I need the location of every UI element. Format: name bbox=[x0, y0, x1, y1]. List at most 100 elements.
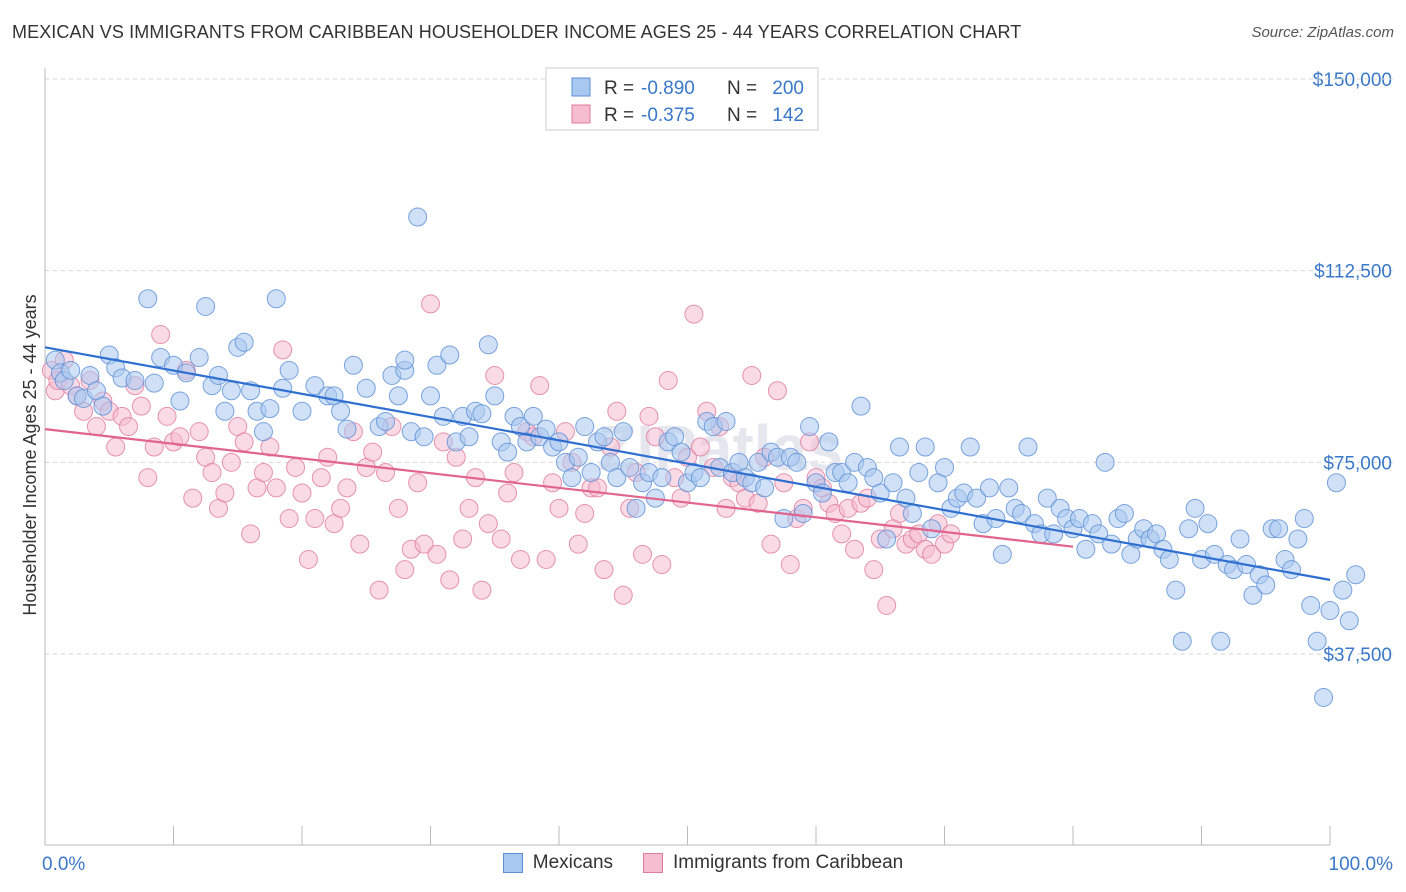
mexicans-point bbox=[433, 406, 453, 426]
mexicans-point bbox=[331, 401, 351, 421]
mexicans-point bbox=[1185, 498, 1205, 518]
caribbean-point bbox=[369, 580, 389, 600]
caribbean-point bbox=[504, 463, 524, 483]
caribbean-point bbox=[767, 381, 787, 401]
caribbean-point bbox=[845, 539, 865, 559]
legend-label-caribbean: Immigrants from Caribbean bbox=[673, 852, 904, 873]
caribbean-point bbox=[780, 555, 800, 575]
mexicans-point bbox=[979, 478, 999, 498]
mexicans-point bbox=[1095, 452, 1115, 472]
caribbean-point bbox=[414, 534, 434, 554]
mexicans-point bbox=[440, 345, 460, 365]
mexicans-point bbox=[388, 386, 408, 406]
caribbean-point bbox=[138, 468, 158, 488]
legend-label-mexicans: Mexicans bbox=[532, 852, 614, 873]
mexicans-point bbox=[427, 355, 447, 375]
caribbean-point bbox=[253, 463, 273, 483]
stats-r-value: -0.890 bbox=[641, 78, 695, 99]
mexicans-point bbox=[1102, 534, 1122, 554]
mexicans-point bbox=[568, 447, 588, 467]
caribbean-point bbox=[864, 560, 884, 580]
mexicans-point bbox=[909, 463, 929, 483]
mexicans-point bbox=[613, 422, 633, 442]
caribbean-point bbox=[221, 452, 241, 472]
caribbean-point bbox=[658, 371, 678, 391]
mexicans-point bbox=[1243, 585, 1263, 605]
mexicans-point bbox=[1198, 514, 1218, 534]
mexicans-point bbox=[215, 401, 235, 421]
mexicans-point bbox=[266, 289, 286, 309]
caribbean-point bbox=[170, 427, 190, 447]
caribbean-point bbox=[427, 544, 447, 564]
mexicans-point bbox=[292, 401, 312, 421]
caribbean-point bbox=[298, 549, 318, 569]
mexicans-point bbox=[671, 442, 691, 462]
caribbean-point bbox=[536, 549, 556, 569]
caribbean-point bbox=[568, 534, 588, 554]
mexicans-point bbox=[960, 437, 980, 457]
mexicans-point bbox=[652, 468, 672, 488]
mexicans-point bbox=[1314, 687, 1334, 707]
mexicans-point bbox=[138, 289, 158, 309]
mexicans-point bbox=[1326, 473, 1346, 493]
mexicans-point bbox=[716, 411, 736, 431]
mexicans-point bbox=[575, 417, 595, 437]
caribbean-point bbox=[119, 417, 139, 437]
mexicans-point bbox=[125, 371, 145, 391]
mexicans-point bbox=[459, 427, 479, 447]
caribbean-point bbox=[131, 396, 151, 416]
mexicans-point bbox=[1346, 565, 1366, 585]
mexicans-point bbox=[1166, 580, 1186, 600]
stats-n-label: N = bbox=[727, 78, 757, 99]
mexicans-point bbox=[356, 378, 376, 398]
y-tick-label: $112,500 bbox=[1314, 262, 1392, 283]
mexicans-point bbox=[793, 503, 813, 523]
mexicans-point bbox=[189, 348, 209, 368]
mexicans-point bbox=[992, 544, 1012, 564]
stats-n-value: 142 bbox=[772, 105, 804, 126]
mexicans-point bbox=[305, 376, 325, 396]
caribbean-point bbox=[498, 483, 518, 503]
caribbean-point bbox=[459, 498, 479, 518]
mexicans-point bbox=[208, 365, 228, 385]
caribbean-point bbox=[530, 376, 550, 396]
caribbean-point bbox=[241, 524, 261, 544]
caribbean-point bbox=[742, 365, 762, 385]
mexicans-point bbox=[620, 457, 640, 477]
mexicans-point bbox=[838, 473, 858, 493]
mexicans-point bbox=[376, 411, 396, 431]
y-tick-label: $150,000 bbox=[1313, 70, 1392, 91]
legend-item-mexicans: Mexicans bbox=[502, 852, 614, 874]
caribbean-point bbox=[395, 560, 415, 580]
mexicans-point bbox=[1307, 631, 1327, 651]
y-tick-label: $37,500 bbox=[1323, 645, 1392, 666]
caribbean-point bbox=[594, 560, 614, 580]
caribbean-point bbox=[877, 595, 897, 615]
mexicans-point bbox=[1179, 519, 1199, 539]
mexicans-point bbox=[877, 529, 897, 549]
caribbean-point bbox=[633, 544, 653, 564]
stats-n-value: 200 bbox=[772, 78, 804, 99]
mexicans-point bbox=[343, 355, 363, 375]
stats-swatch-mexicans bbox=[571, 77, 591, 97]
caribbean-point bbox=[607, 401, 627, 421]
caribbean-point bbox=[350, 534, 370, 554]
caribbean-point bbox=[575, 503, 595, 523]
caribbean-point bbox=[266, 478, 286, 498]
mexicans-point bbox=[562, 468, 582, 488]
mexicans-point bbox=[170, 391, 190, 411]
mexicans-point bbox=[1172, 631, 1192, 651]
mexicans-point bbox=[902, 503, 922, 523]
caribbean-point bbox=[832, 524, 852, 544]
mexicans-point bbox=[967, 488, 987, 508]
chart-title: MEXICAN VS IMMIGRANTS FROM CARIBBEAN HOU… bbox=[12, 22, 1022, 42]
caribbean-point bbox=[491, 529, 511, 549]
legend-swatch-caribbean bbox=[643, 853, 664, 873]
mexicans-point bbox=[414, 427, 434, 447]
mexicans-point bbox=[1339, 611, 1359, 631]
mexicans-point bbox=[421, 386, 440, 406]
stats-n-label: N = bbox=[727, 105, 757, 126]
mexicans-point bbox=[1211, 631, 1231, 651]
caribbean-point bbox=[202, 463, 222, 483]
mexicans-trend-line bbox=[44, 346, 1331, 581]
